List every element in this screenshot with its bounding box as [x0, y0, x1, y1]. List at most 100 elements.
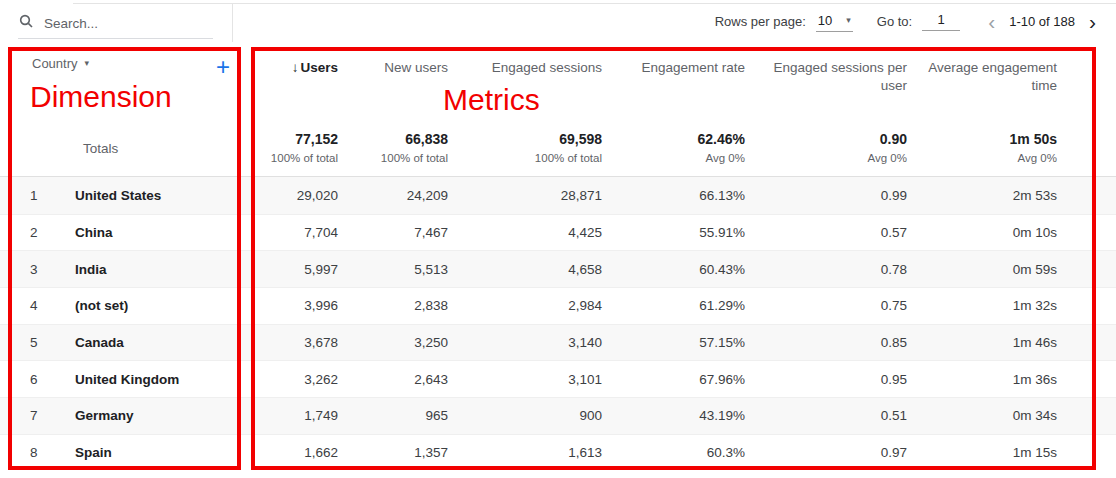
- previous-page-icon[interactable]: ‹: [984, 11, 999, 32]
- row-country: United Kingdom: [64, 372, 258, 387]
- goto-page-input[interactable]: [922, 12, 960, 31]
- table-row: 3 India 5,997 5,513 4,658 60.43% 0.78 0m…: [0, 250, 1116, 287]
- totals-average-engagement-time: 1m 50sAvg 0%: [907, 120, 1057, 176]
- table-search[interactable]: [18, 8, 213, 39]
- analytics-table-page: Rows per page: 10 ▾ Go to: ‹ 1-10 of 188…: [0, 0, 1116, 478]
- cell-users: 5,997: [258, 262, 338, 277]
- row-country: India: [64, 262, 258, 277]
- row-rank: 5: [8, 335, 64, 350]
- dimension-header-cell: Country ▾ +: [8, 42, 258, 120]
- table-row: 7 Germany 1,749 965 900 43.19% 0.51 0m 3…: [0, 397, 1116, 434]
- totals-label: Totals: [8, 120, 258, 176]
- cell-engagement-rate: 60.43%: [602, 262, 745, 277]
- cell-engagement-rate: 66.13%: [602, 188, 745, 203]
- column-header-users[interactable]: ↓Users: [258, 42, 338, 120]
- dimension-select[interactable]: Country ▾: [32, 56, 89, 71]
- cell-engaged-sessions: 1,613: [448, 445, 602, 460]
- cell-users: 1,749: [258, 408, 338, 423]
- row-rank: 6: [8, 372, 64, 387]
- table-row: 8 Spain 1,662 1,357 1,613 60.3% 0.97 1m …: [0, 434, 1116, 471]
- cell-engagement-rate: 67.96%: [602, 372, 745, 387]
- rows-per-page-select[interactable]: 10 ▾: [816, 11, 853, 32]
- chevron-down-icon: ▾: [85, 59, 90, 68]
- row-rank: 7: [8, 408, 64, 423]
- next-page-icon[interactable]: ›: [1085, 11, 1100, 32]
- cell-engagement-rate: 57.15%: [602, 335, 745, 350]
- column-header-engaged-sessions[interactable]: Engaged sessions: [448, 42, 602, 120]
- cell-engaged-sessions-per-user: 0.78: [745, 262, 907, 277]
- cell-engaged-sessions: 4,425: [448, 225, 602, 240]
- cell-users: 1,662: [258, 445, 338, 460]
- cell-engagement-rate: 61.29%: [602, 298, 745, 313]
- rows-per-page-value: 10: [818, 13, 832, 28]
- column-header-engaged-sessions-per-user[interactable]: Engaged sessions per user: [745, 42, 907, 120]
- cell-engaged-sessions: 3,140: [448, 335, 602, 350]
- row-country: Spain: [64, 445, 258, 460]
- cell-engaged-sessions: 2,984: [448, 298, 602, 313]
- chevron-down-icon: ▾: [846, 16, 851, 25]
- dimension-select-label: Country: [32, 56, 78, 71]
- toolbar-divider: [232, 3, 233, 42]
- cell-engaged-sessions-per-user: 0.97: [745, 445, 907, 460]
- row-country: China: [64, 225, 258, 240]
- row-country: Germany: [64, 408, 258, 423]
- goto-label: Go to:: [877, 14, 912, 29]
- table-row: 2 China 7,704 7,467 4,425 55.91% 0.57 0m…: [0, 214, 1116, 251]
- totals-engaged-sessions-per-user: 0.90Avg 0%: [745, 120, 907, 176]
- cell-engagement-rate: 43.19%: [602, 408, 745, 423]
- cell-new-users: 1,357: [338, 445, 448, 460]
- totals-row: Totals 77,152100% of total 66,838100% of…: [0, 120, 1116, 177]
- row-country: (not set): [64, 298, 258, 313]
- cell-users: 7,704: [258, 225, 338, 240]
- cell-users: 29,020: [258, 188, 338, 203]
- table-row: 5 Canada 3,678 3,250 3,140 57.15% 0.85 1…: [0, 324, 1116, 361]
- row-rank: 4: [8, 298, 64, 313]
- row-country: Canada: [64, 335, 258, 350]
- cell-new-users: 2,643: [338, 372, 448, 387]
- cell-engaged-sessions-per-user: 0.99: [745, 188, 907, 203]
- cell-users: 3,678: [258, 335, 338, 350]
- totals-engagement-rate: 62.46%Avg 0%: [602, 120, 745, 176]
- search-icon: [18, 13, 34, 33]
- pagination-controls: Rows per page: 10 ▾ Go to: ‹ 1-10 of 188…: [715, 0, 1100, 42]
- cell-average-engagement-time: 1m 15s: [907, 445, 1057, 460]
- cell-new-users: 7,467: [338, 225, 448, 240]
- row-rank: 1: [8, 188, 64, 203]
- row-rank: 3: [8, 262, 64, 277]
- cell-users: 3,996: [258, 298, 338, 313]
- cell-new-users: 3,250: [338, 335, 448, 350]
- cell-average-engagement-time: 1m 46s: [907, 335, 1057, 350]
- cell-average-engagement-time: 2m 53s: [907, 188, 1057, 203]
- cell-engaged-sessions: 28,871: [448, 188, 602, 203]
- cell-engaged-sessions-per-user: 0.75: [745, 298, 907, 313]
- row-country: United States: [64, 188, 258, 203]
- cell-engagement-rate: 60.3%: [602, 445, 745, 460]
- table-toolbar: Rows per page: 10 ▾ Go to: ‹ 1-10 of 188…: [0, 0, 1116, 42]
- cell-engaged-sessions: 900: [448, 408, 602, 423]
- cell-engaged-sessions: 4,658: [448, 262, 602, 277]
- cell-new-users: 5,513: [338, 262, 448, 277]
- column-header-new-users[interactable]: New users: [338, 42, 448, 120]
- column-header-engagement-rate[interactable]: Engagement rate: [602, 42, 745, 120]
- cell-new-users: 965: [338, 408, 448, 423]
- cell-new-users: 2,838: [338, 298, 448, 313]
- cell-average-engagement-time: 1m 32s: [907, 298, 1057, 313]
- rows-per-page-label: Rows per page:: [715, 14, 806, 29]
- cell-average-engagement-time: 0m 59s: [907, 262, 1057, 277]
- cell-engaged-sessions-per-user: 0.85: [745, 335, 907, 350]
- row-rank: 8: [8, 445, 64, 460]
- cell-average-engagement-time: 1m 36s: [907, 372, 1057, 387]
- add-dimension-icon[interactable]: +: [216, 56, 230, 78]
- table-header-row: Country ▾ + ↓Users New users Engaged ses…: [0, 42, 1116, 120]
- table-row: 1 United States 29,020 24,209 28,871 66.…: [0, 177, 1116, 214]
- totals-engaged-sessions: 69,598100% of total: [448, 120, 602, 176]
- cell-average-engagement-time: 0m 10s: [907, 225, 1057, 240]
- cell-engaged-sessions-per-user: 0.95: [745, 372, 907, 387]
- cell-engaged-sessions-per-user: 0.57: [745, 225, 907, 240]
- pagination-range: 1-10 of 188: [1009, 14, 1075, 29]
- totals-new-users: 66,838100% of total: [338, 120, 448, 176]
- cell-average-engagement-time: 0m 34s: [907, 408, 1057, 423]
- sort-descending-icon: ↓: [292, 60, 299, 75]
- search-input[interactable]: [44, 16, 194, 31]
- column-header-average-engagement-time[interactable]: Average engagement time: [907, 42, 1057, 120]
